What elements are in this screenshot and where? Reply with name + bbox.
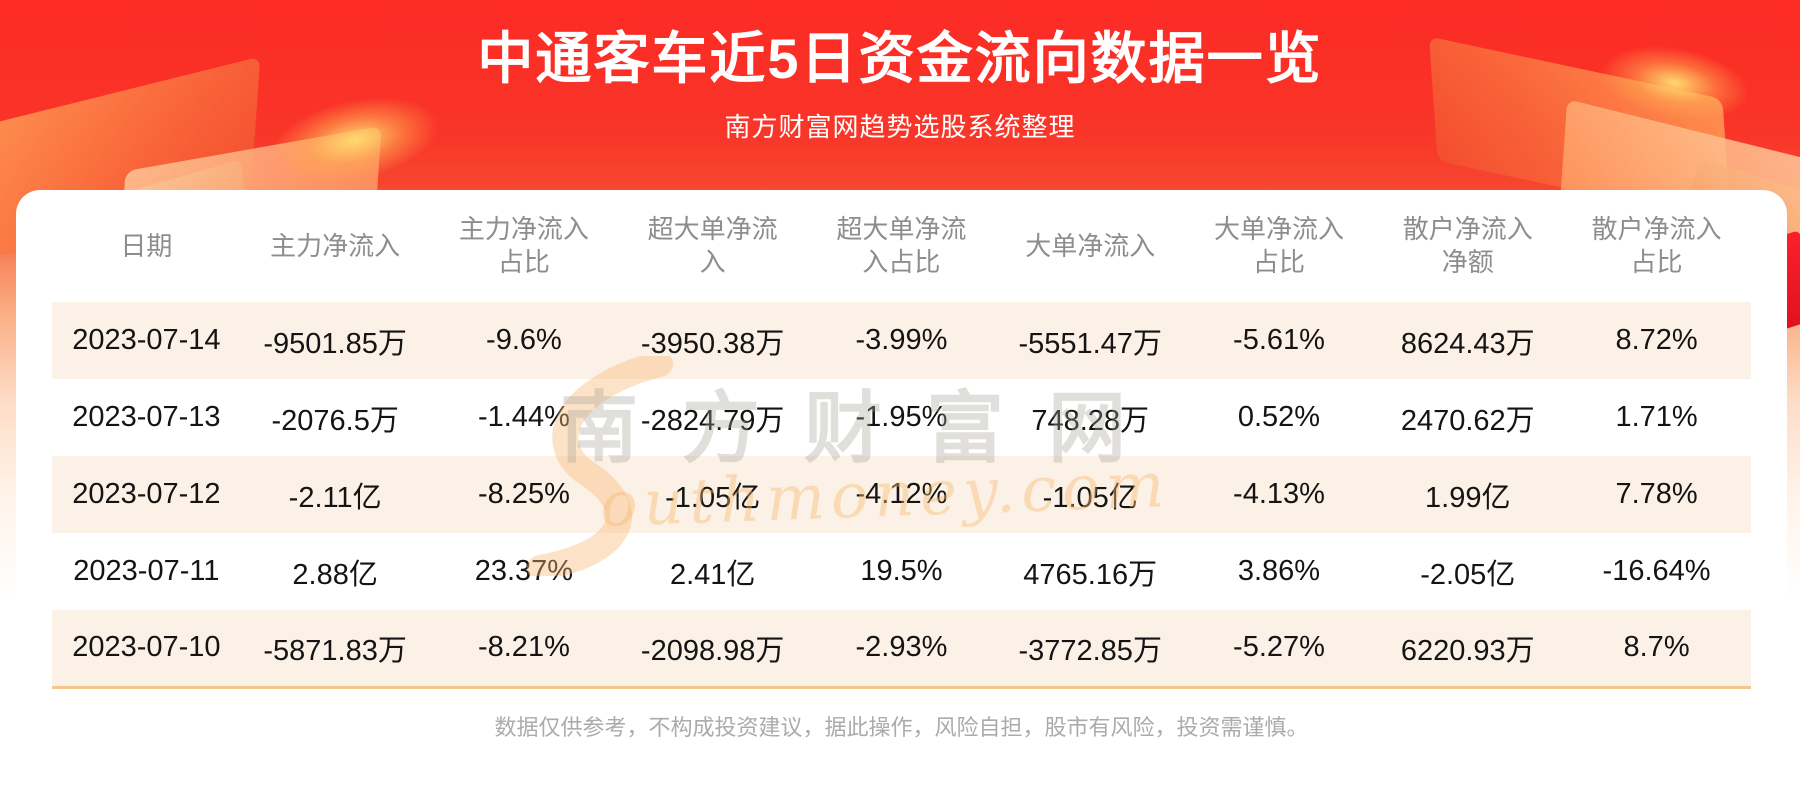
table-cell: 2.88亿 [292,558,378,591]
disclaimer-text: 数据仅供参考，不构成投资建议，据此操作，风险自担，股市有风险，投资需谨慎。 [494,714,1309,740]
table-cell: 7.78% [1615,478,1698,510]
table-row-1: 2023-07-13 -2076.5万 -1.44% -2824.79万 -1.95% 7… [52,379,1751,456]
table-cell: -2076.5万 [271,404,399,437]
table-cell: 4765.16万 [1023,558,1158,591]
table-cell: -3950.38万 [640,327,785,360]
fund-flow-table: 日期 主力净流入 主力净流入占比 超大单净流入 超大单净流入占比 大单净流入 大单净流入占比… [52,190,1751,689]
table-cell: -2.05亿 [1420,558,1516,591]
table-cell: 748.28万 [1031,404,1150,437]
table-cell: -1.05亿 [1042,481,1138,514]
table-cell: -1.44% [477,401,570,433]
table-cell: 23.37% [474,555,574,587]
table-cell: -2.11亿 [288,481,382,514]
table-cell: 8.72% [1615,324,1698,356]
table-row-4: 2023-07-10 -5871.83万 -8.21% -2098.98万 -2.93%… [52,610,1751,689]
table-cell: 2023-07-14 [72,324,221,356]
table-cell: -5871.83万 [240,610,430,689]
table-cell: -9501.85万 [263,327,407,360]
table-cell: -9.6% [486,324,562,356]
column-header-7: 散户净流入净额 [1402,214,1533,277]
table-row-3: 2023-07-11 2.88亿 23.37% 2.41亿 19.5% 4765.16万 3… [52,533,1751,610]
column-header-3: 超大单净流入 [647,214,778,277]
table-body: 2023-07-14 -9501.85万 -9.6% -3950.38万 -3.99% -… [52,302,1751,689]
table-cell: -5.61% [1233,324,1325,356]
table-cell: 2023-07-12 [72,478,221,510]
table-row-2: 2023-07-12 -2.11亿 -8.25% -1.05亿 -4.12% -1.05亿… [52,456,1751,533]
column-header-4: 超大单净流入占比 [836,214,967,277]
table-cell: -4.12% [855,478,948,510]
table-cell: -2098.98万 [618,610,808,689]
table-cell: 6220.93万 [1373,610,1563,689]
table-cell: -8.21% [429,610,619,689]
page-title: 中通客车近5日资金流向数据一览 [477,27,1323,90]
table-cell: -8.25% [477,478,570,510]
column-header-1: 主力净流入 [270,230,401,261]
table-cell: -1.05亿 [665,481,761,514]
table-cell: 2023-07-13 [72,401,221,433]
table-head: 日期 主力净流入 主力净流入占比 超大单净流入 超大单净流入占比 大单净流入 大单净流入占比… [52,190,1751,302]
column-header-8: 散户净流入占比 [1591,214,1722,277]
column-header-5: 大单净流入 [1025,230,1156,261]
table-cell: -5551.47万 [1018,327,1162,360]
table-cell: 3.86% [1237,555,1321,587]
table-cell: -2824.79万 [640,404,785,437]
table-cell: 19.5% [860,555,943,587]
column-header-6: 大单净流入占比 [1213,214,1344,277]
table-cell: 2023-07-10 [52,610,241,689]
table-cell: -1.95% [855,401,948,433]
table-header-row: 日期 主力净流入 主力净流入占比 超大单净流入 超大单净流入占比 大单净流入 大单净流入占比… [52,190,1751,302]
data-card: 日期 主力净流入 主力净流入占比 超大单净流入 超大单净流入占比 大单净流入 大单净流入占比… [16,190,1787,800]
table-cell: 1.71% [1615,401,1698,433]
table-cell: -5.27% [1184,610,1374,689]
table-cell: -16.64% [1602,555,1711,587]
table-cell: -2.93% [807,610,996,689]
column-header-0: 日期 [120,230,173,261]
table-cell: 0.52% [1237,401,1321,433]
table-cell: 2.41亿 [669,558,756,591]
table-cell: -3772.85万 [995,610,1185,689]
table-cell: -4.13% [1233,478,1325,510]
column-header-2: 主力净流入占比 [458,214,589,277]
table-cell: 2023-07-11 [73,555,220,587]
table-cell: 1.99亿 [1425,481,1511,514]
table-cell: 2470.62万 [1400,404,1535,437]
table-cell: 8.7% [1562,610,1751,689]
page-subtitle: 南方财富网趋势选股系统整理 [724,112,1076,142]
table-cell: 8624.43万 [1400,327,1535,360]
table-cell: -3.99% [855,324,948,356]
table-row-0: 2023-07-14 -9501.85万 -9.6% -3950.38万 -3.99% -… [52,302,1751,379]
